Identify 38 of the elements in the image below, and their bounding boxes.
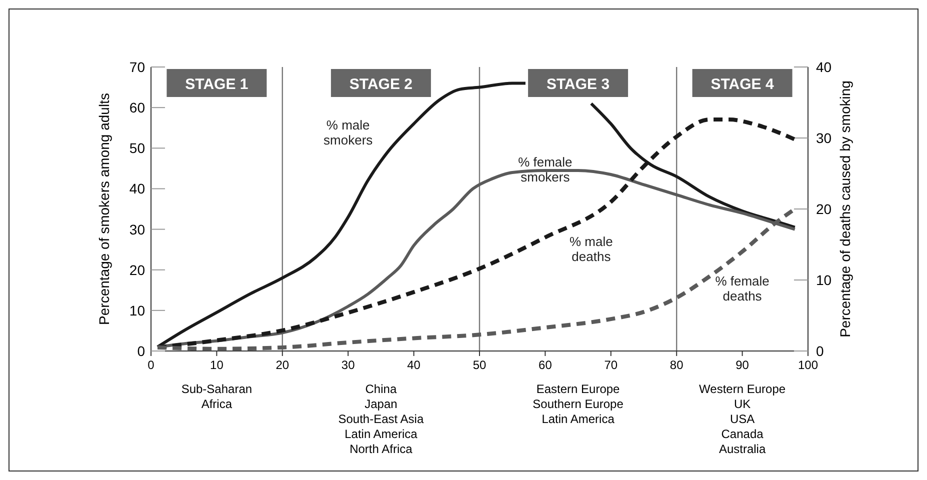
x-tick-label: 80 (670, 358, 684, 372)
y-axis-title: Percentage of smokers among adults (96, 93, 112, 325)
y-tick-label: 70 (129, 59, 146, 75)
y2-tick-label: 10 (816, 272, 832, 288)
y-tick-label: 30 (129, 221, 146, 238)
y2-tick-label: 20 (816, 201, 832, 217)
y2-tick-label: 0 (816, 343, 824, 359)
y-tick-label: 20 (129, 262, 146, 278)
x-tick-label: 30 (341, 358, 356, 372)
y-tick-label: 10 (129, 302, 146, 318)
y2-tick-label: 30 (816, 130, 832, 146)
x-tick-label: 100 (798, 358, 818, 372)
annotation: STAGE 2 (349, 76, 412, 93)
x-tick-label: 40 (407, 358, 421, 372)
x-tick-label: 0 (148, 358, 155, 372)
x-tick-label: 60 (538, 358, 552, 372)
x-tick-label: 90 (736, 358, 750, 372)
series-label: % male smokers (324, 117, 374, 148)
x-tick-label: 10 (210, 358, 224, 372)
annotation: STAGE 1 (185, 76, 248, 93)
text: Western Europe UK USA Canada Australia (699, 382, 786, 456)
annotation: STAGE 3 (546, 76, 610, 93)
annotation: STAGE 4 (710, 76, 774, 93)
y-tick-label: 50 (129, 140, 146, 156)
series-label: % female deaths (715, 274, 770, 304)
text: Eastern Europe Southern Europe Latin America (532, 382, 624, 426)
y-tick-label: 40 (129, 180, 146, 197)
text: Sub-Saharan Africa (181, 382, 252, 411)
y-tick-label: 0 (137, 343, 146, 359)
y-tick-label: 60 (129, 100, 146, 116)
series-label: % female smokers (518, 154, 572, 184)
x-tick-label: 70 (604, 358, 618, 372)
text: China Japan South-East Asia Latin America North Africa (338, 382, 424, 456)
x-tick-label: 50 (472, 358, 486, 372)
series-label: % male deaths (570, 234, 613, 264)
x-tick-label: 20 (276, 358, 290, 372)
y2-axis-title: Percentage of deaths caused by smoking (837, 80, 853, 338)
y2-tick-label: 40 (816, 59, 832, 75)
